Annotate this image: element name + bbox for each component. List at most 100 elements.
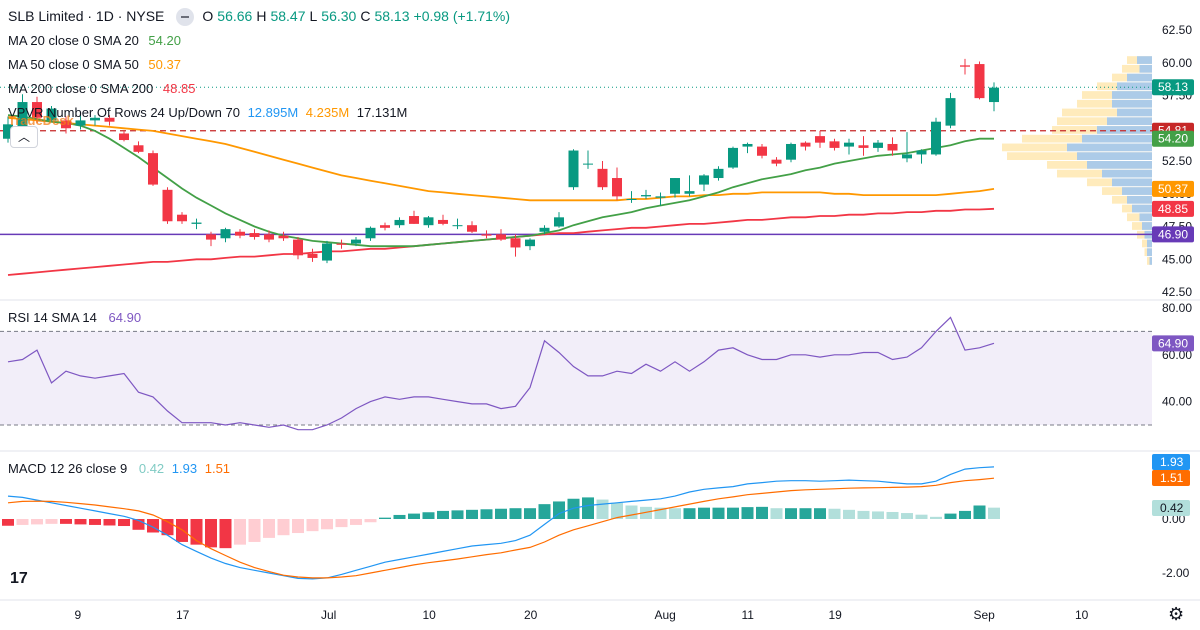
price-tick-label: 45.00 [1162, 252, 1192, 266]
change-value: +0.98 (+1.71%) [413, 8, 511, 24]
macd-histogram-bar [727, 507, 739, 519]
vpvr-row-up [1147, 248, 1152, 257]
rsi-value: 64.90 [108, 310, 142, 325]
candle-body [496, 234, 506, 240]
price-tick-label: 42.50 [1162, 285, 1192, 299]
macd-histogram-bar [350, 519, 362, 525]
macd-histogram-bar [277, 519, 290, 536]
macd-histogram-bar [582, 497, 594, 519]
vpvr-row-up [1077, 152, 1152, 160]
candle-body [844, 142, 854, 147]
vpvr-row-up [1067, 143, 1152, 152]
macd-histogram-bar [596, 499, 609, 519]
candle-body [771, 159, 782, 164]
candle-body [829, 141, 840, 148]
candle-body [61, 120, 71, 129]
macd-histogram-bar [45, 519, 58, 524]
macd-signal-value: 1.51 [204, 461, 231, 476]
collapse-indicators-button[interactable]: ︿ [10, 126, 38, 148]
price-badge-label: 50.37 [1158, 182, 1188, 196]
candle-body [90, 117, 100, 121]
chevron-up-icon: ︿ [17, 130, 30, 144]
candle-body [133, 145, 144, 152]
collapse-legend-button[interactable] [176, 8, 195, 27]
price-badge [1152, 226, 1194, 243]
symbol-title[interactable]: SLB Limited · 1D · NYSE [8, 8, 165, 24]
time-tick-label: Aug [655, 608, 676, 622]
ma200-legend[interactable]: MA 200 close 0 SMA 200 48.85 [8, 81, 195, 96]
candle-body [220, 229, 231, 239]
candle-body [409, 216, 419, 224]
macd-histogram-bar [364, 519, 377, 523]
candle-body [467, 225, 477, 232]
macd-histogram-bar [89, 519, 101, 525]
macd-histogram-bar [306, 519, 319, 532]
candle-body [786, 143, 796, 160]
ma50-legend[interactable]: MA 50 close 0 SMA 50 50.37 [8, 57, 181, 72]
macd-histogram-bar [248, 519, 261, 542]
macd-badge [1152, 454, 1190, 470]
macd-histogram-bar [930, 516, 942, 519]
candle-body [191, 222, 202, 224]
high-value: 58.47 [270, 8, 306, 24]
candle-body [684, 191, 695, 194]
rsi-legend[interactable]: RSI 14 SMA 14 64.90 [8, 310, 141, 325]
macd-histogram-bar [480, 509, 493, 519]
macd-histogram-bar [683, 508, 696, 519]
ma20-legend[interactable]: MA 20 close 0 SMA 20 54.20 [8, 33, 181, 48]
macd-histogram-bar [712, 507, 725, 519]
macd-histogram-bar [219, 519, 232, 549]
candle-body [481, 234, 492, 236]
macd-histogram-bar [509, 508, 522, 519]
candle-body [307, 254, 318, 258]
vpvr-row-up [1117, 82, 1152, 91]
rsi-line [7, 316, 995, 431]
high-label: H [256, 8, 267, 24]
candle-body [249, 233, 260, 237]
vpvr-row-up [1082, 134, 1152, 143]
ma200-label: MA 200 close 0 SMA 200 [8, 81, 154, 96]
candle-body [148, 153, 158, 185]
vpvr-row-up [1127, 195, 1152, 204]
macd-histogram-bar [567, 498, 580, 519]
vpvr-legend[interactable]: VPVR Number Of Rows 24 Up/Down 70 12.895… [8, 105, 407, 120]
vpvr-row-up [1132, 204, 1152, 213]
tradingview-logo-text: 17 [10, 570, 28, 587]
time-tick-label: Sep [974, 608, 996, 622]
vpvr-row-up [1117, 108, 1152, 117]
candle-body [380, 225, 390, 228]
macd-histogram-bar [103, 519, 116, 526]
macd-histogram-bar [669, 508, 681, 519]
ohlc-values: O 56.66 H 58.47 L 56.30 C 58.13 +0.98 (+1.71%) [202, 8, 514, 24]
macd-histogram-bar [422, 512, 435, 519]
candle-body [728, 147, 738, 168]
time-tick-label: 10 [1075, 608, 1089, 622]
macd-histogram-bar [379, 517, 391, 519]
candle-body [322, 243, 332, 261]
price-badge [1152, 130, 1194, 147]
macd-histogram-bar [611, 502, 623, 519]
candle-body [351, 239, 361, 244]
price-badge-label: 48.85 [1158, 202, 1188, 216]
macd-legend[interactable]: MACD 12 26 close 9 0.42 1.93 1.51 [8, 461, 230, 476]
vpvr-row-up [1112, 99, 1152, 108]
candle-body [525, 239, 535, 247]
macd-histogram-bar [843, 509, 855, 519]
macd-histogram-bar [524, 508, 536, 519]
macd-histogram-bar [437, 510, 449, 519]
candle-body [757, 146, 767, 156]
candle-body [597, 168, 608, 188]
vpvr-row-up [1139, 213, 1152, 222]
macd-badge-label: 1.51 [1160, 471, 1184, 485]
macd-histogram-bar [60, 519, 72, 524]
macd-badge [1152, 500, 1190, 516]
price-badge [1152, 200, 1194, 217]
candle-body [916, 150, 927, 155]
gear-icon[interactable]: ⚙ [1168, 604, 1185, 624]
price-badge [1152, 79, 1194, 96]
time-tick-label: 9 [75, 608, 82, 622]
tradingview-logo[interactable]: 17 [10, 570, 28, 588]
candle-body [452, 225, 463, 227]
price-badge-label: 58.13 [1158, 80, 1188, 94]
